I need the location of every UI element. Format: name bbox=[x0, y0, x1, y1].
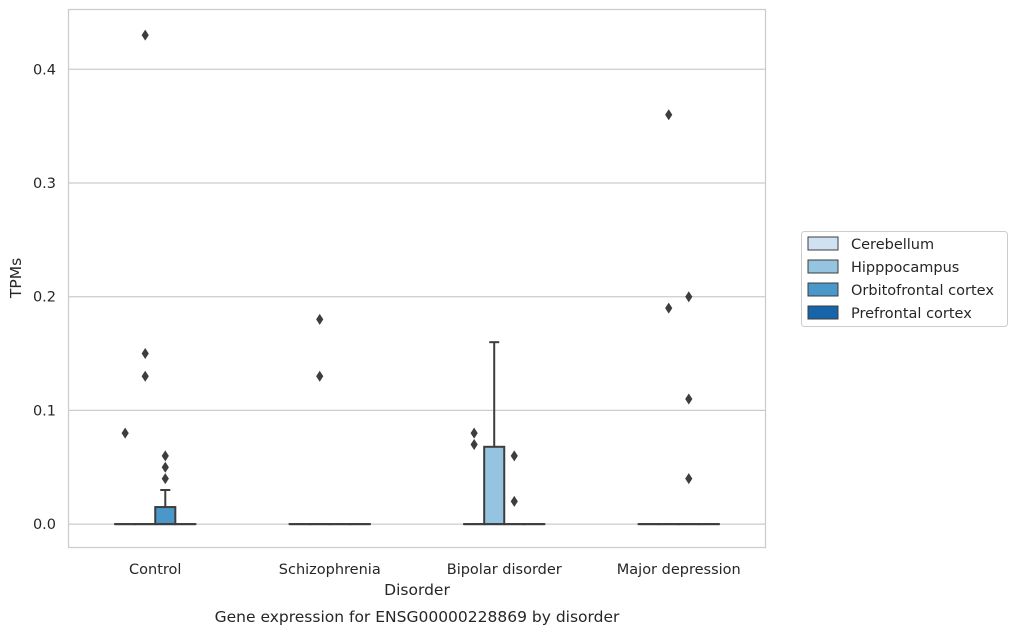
y-tick-label: 0.2 bbox=[33, 290, 56, 306]
outlier-point bbox=[685, 473, 693, 485]
y-ticks: 0.0 0.1 0.2 0.3 0.4 bbox=[33, 62, 56, 533]
box-1-2 bbox=[483, 341, 506, 526]
y-tick-label: 0.1 bbox=[33, 403, 56, 419]
x-tick-label: Bipolar disorder bbox=[447, 562, 562, 578]
legend-swatch bbox=[807, 305, 839, 320]
outlier-point bbox=[510, 450, 518, 462]
boxes bbox=[114, 341, 720, 526]
x-tick-label: Schizophrenia bbox=[279, 562, 381, 578]
outlier-point bbox=[665, 302, 673, 314]
x-tick-label: Major depression bbox=[617, 562, 741, 578]
x-ticks: Control Schizophrenia Bipolar disorder Majo… bbox=[129, 562, 741, 578]
legend-swatch bbox=[807, 259, 839, 274]
legend-label: Cerebellum bbox=[851, 237, 934, 253]
legend-frame bbox=[801, 231, 1008, 327]
x-axis-title: Disorder bbox=[384, 581, 450, 599]
y-tick-label: 0.4 bbox=[33, 62, 56, 78]
outliers bbox=[121, 29, 693, 507]
chart-caption: Gene expression for ENSG00000228869 by d… bbox=[215, 608, 620, 626]
legend: Cerebellum Hipppocampus Orbitofrontal cort… bbox=[801, 231, 1008, 327]
box-2-0 bbox=[154, 489, 177, 526]
outlier-point bbox=[316, 370, 324, 382]
legend-label: Hipppocampus bbox=[851, 260, 959, 276]
y-tick-label: 0.0 bbox=[33, 517, 56, 533]
legend-swatch bbox=[807, 282, 839, 297]
legend-label: Orbitofrontal cortex bbox=[851, 283, 994, 299]
y-tick-label: 0.3 bbox=[33, 176, 56, 192]
outlier-point bbox=[121, 427, 129, 439]
outlier-point bbox=[470, 427, 478, 439]
outlier-point bbox=[161, 473, 169, 485]
outlier-point bbox=[141, 348, 149, 360]
x-tick-label: Control bbox=[129, 562, 181, 578]
outlier-point bbox=[685, 393, 693, 405]
outlier-point bbox=[161, 461, 169, 473]
legend-label: Prefrontal cortex bbox=[851, 306, 972, 322]
legend-swatch bbox=[807, 236, 839, 251]
plot-frame bbox=[67, 8, 767, 549]
outlier-point bbox=[141, 370, 149, 382]
outlier-point bbox=[510, 495, 518, 507]
outlier-point bbox=[685, 291, 693, 303]
outlier-point bbox=[141, 29, 149, 41]
outlier-point bbox=[470, 439, 478, 451]
y-axis-title: TPMs bbox=[7, 258, 25, 299]
outlier-point bbox=[316, 313, 324, 325]
outlier-point bbox=[161, 450, 169, 462]
outlier-point bbox=[665, 109, 673, 121]
box-iqr bbox=[154, 506, 177, 526]
box-iqr bbox=[483, 445, 506, 526]
